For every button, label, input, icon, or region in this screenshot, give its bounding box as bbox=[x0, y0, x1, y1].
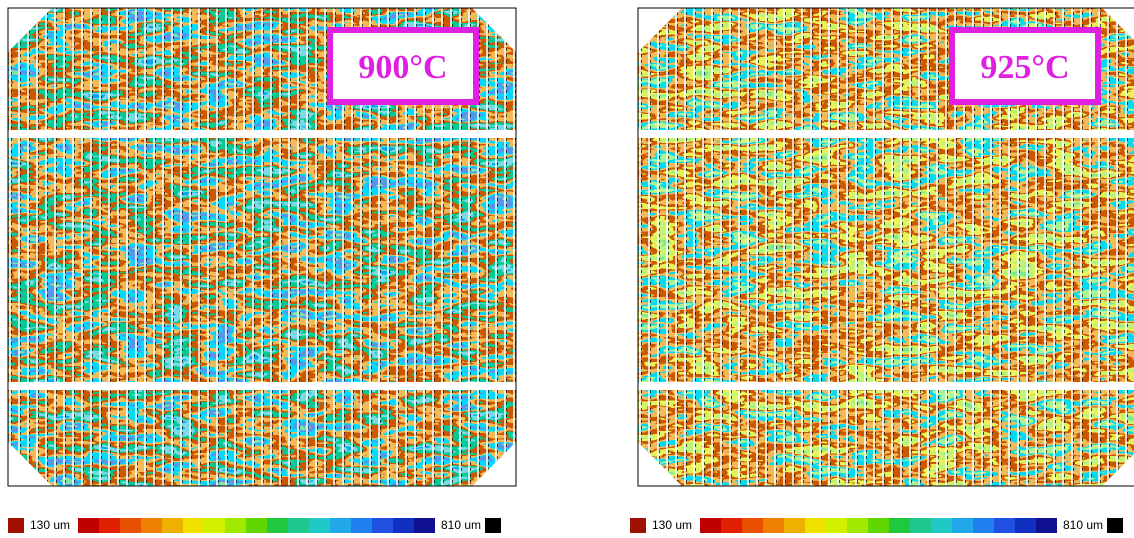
map-panel: 900°C 130 um 810 um bbox=[7, 7, 517, 533]
busbar bbox=[638, 382, 1134, 390]
map-frame bbox=[637, 7, 1134, 487]
map-panel: 925°C 130 um 810 um bbox=[630, 7, 1134, 533]
scale-min-label: 130 um bbox=[652, 518, 692, 532]
scale-min-swatch bbox=[8, 518, 24, 533]
scale-swatch bbox=[784, 518, 805, 533]
scale-swatch bbox=[805, 518, 826, 533]
scale-swatch bbox=[267, 518, 288, 533]
scale-swatch bbox=[351, 518, 372, 533]
scale-swatch bbox=[700, 518, 721, 533]
scale-swatch bbox=[910, 518, 931, 533]
scale-swatch bbox=[868, 518, 889, 533]
scale-swatch bbox=[826, 518, 847, 533]
scale-swatch bbox=[372, 518, 393, 533]
temperature-label: 925°C bbox=[980, 49, 1069, 86]
label-box bbox=[949, 27, 1101, 105]
busbar bbox=[8, 130, 516, 138]
scale-swatch bbox=[99, 518, 120, 533]
scale-max-label: 810 um bbox=[441, 518, 481, 532]
scale-swatch bbox=[141, 518, 162, 533]
scale-swatch bbox=[330, 518, 351, 533]
scale-swatch bbox=[1015, 518, 1036, 533]
scale-swatch bbox=[204, 518, 225, 533]
scale-swatch bbox=[763, 518, 784, 533]
scale-swatch bbox=[1036, 518, 1057, 533]
scale-swatch bbox=[225, 518, 246, 533]
scale-swatch bbox=[162, 518, 183, 533]
scale-swatch bbox=[889, 518, 910, 533]
scale-max-swatch bbox=[1107, 518, 1123, 533]
temperature-label: 900°C bbox=[358, 49, 447, 86]
scale-swatch bbox=[952, 518, 973, 533]
scale-swatch bbox=[288, 518, 309, 533]
busbar bbox=[638, 130, 1134, 138]
scale-swatch bbox=[931, 518, 952, 533]
scale-min-label: 130 um bbox=[30, 518, 70, 532]
scale-swatch bbox=[994, 518, 1015, 533]
scale-swatch bbox=[183, 518, 204, 533]
scale-swatch bbox=[721, 518, 742, 533]
scale-swatch bbox=[246, 518, 267, 533]
scale-swatch bbox=[309, 518, 330, 533]
scale-min-swatch bbox=[630, 518, 646, 533]
scale-swatch bbox=[973, 518, 994, 533]
map-frame bbox=[7, 7, 517, 487]
label-box bbox=[327, 27, 479, 105]
scale-swatch bbox=[742, 518, 763, 533]
scale-swatch bbox=[120, 518, 141, 533]
scale-max-swatch bbox=[485, 518, 501, 533]
scale-swatch bbox=[78, 518, 99, 533]
scale-swatch bbox=[414, 518, 435, 533]
scale-swatch bbox=[847, 518, 868, 533]
scale-swatch bbox=[393, 518, 414, 533]
scale-max-label: 810 um bbox=[1063, 518, 1103, 532]
busbar bbox=[8, 382, 516, 390]
